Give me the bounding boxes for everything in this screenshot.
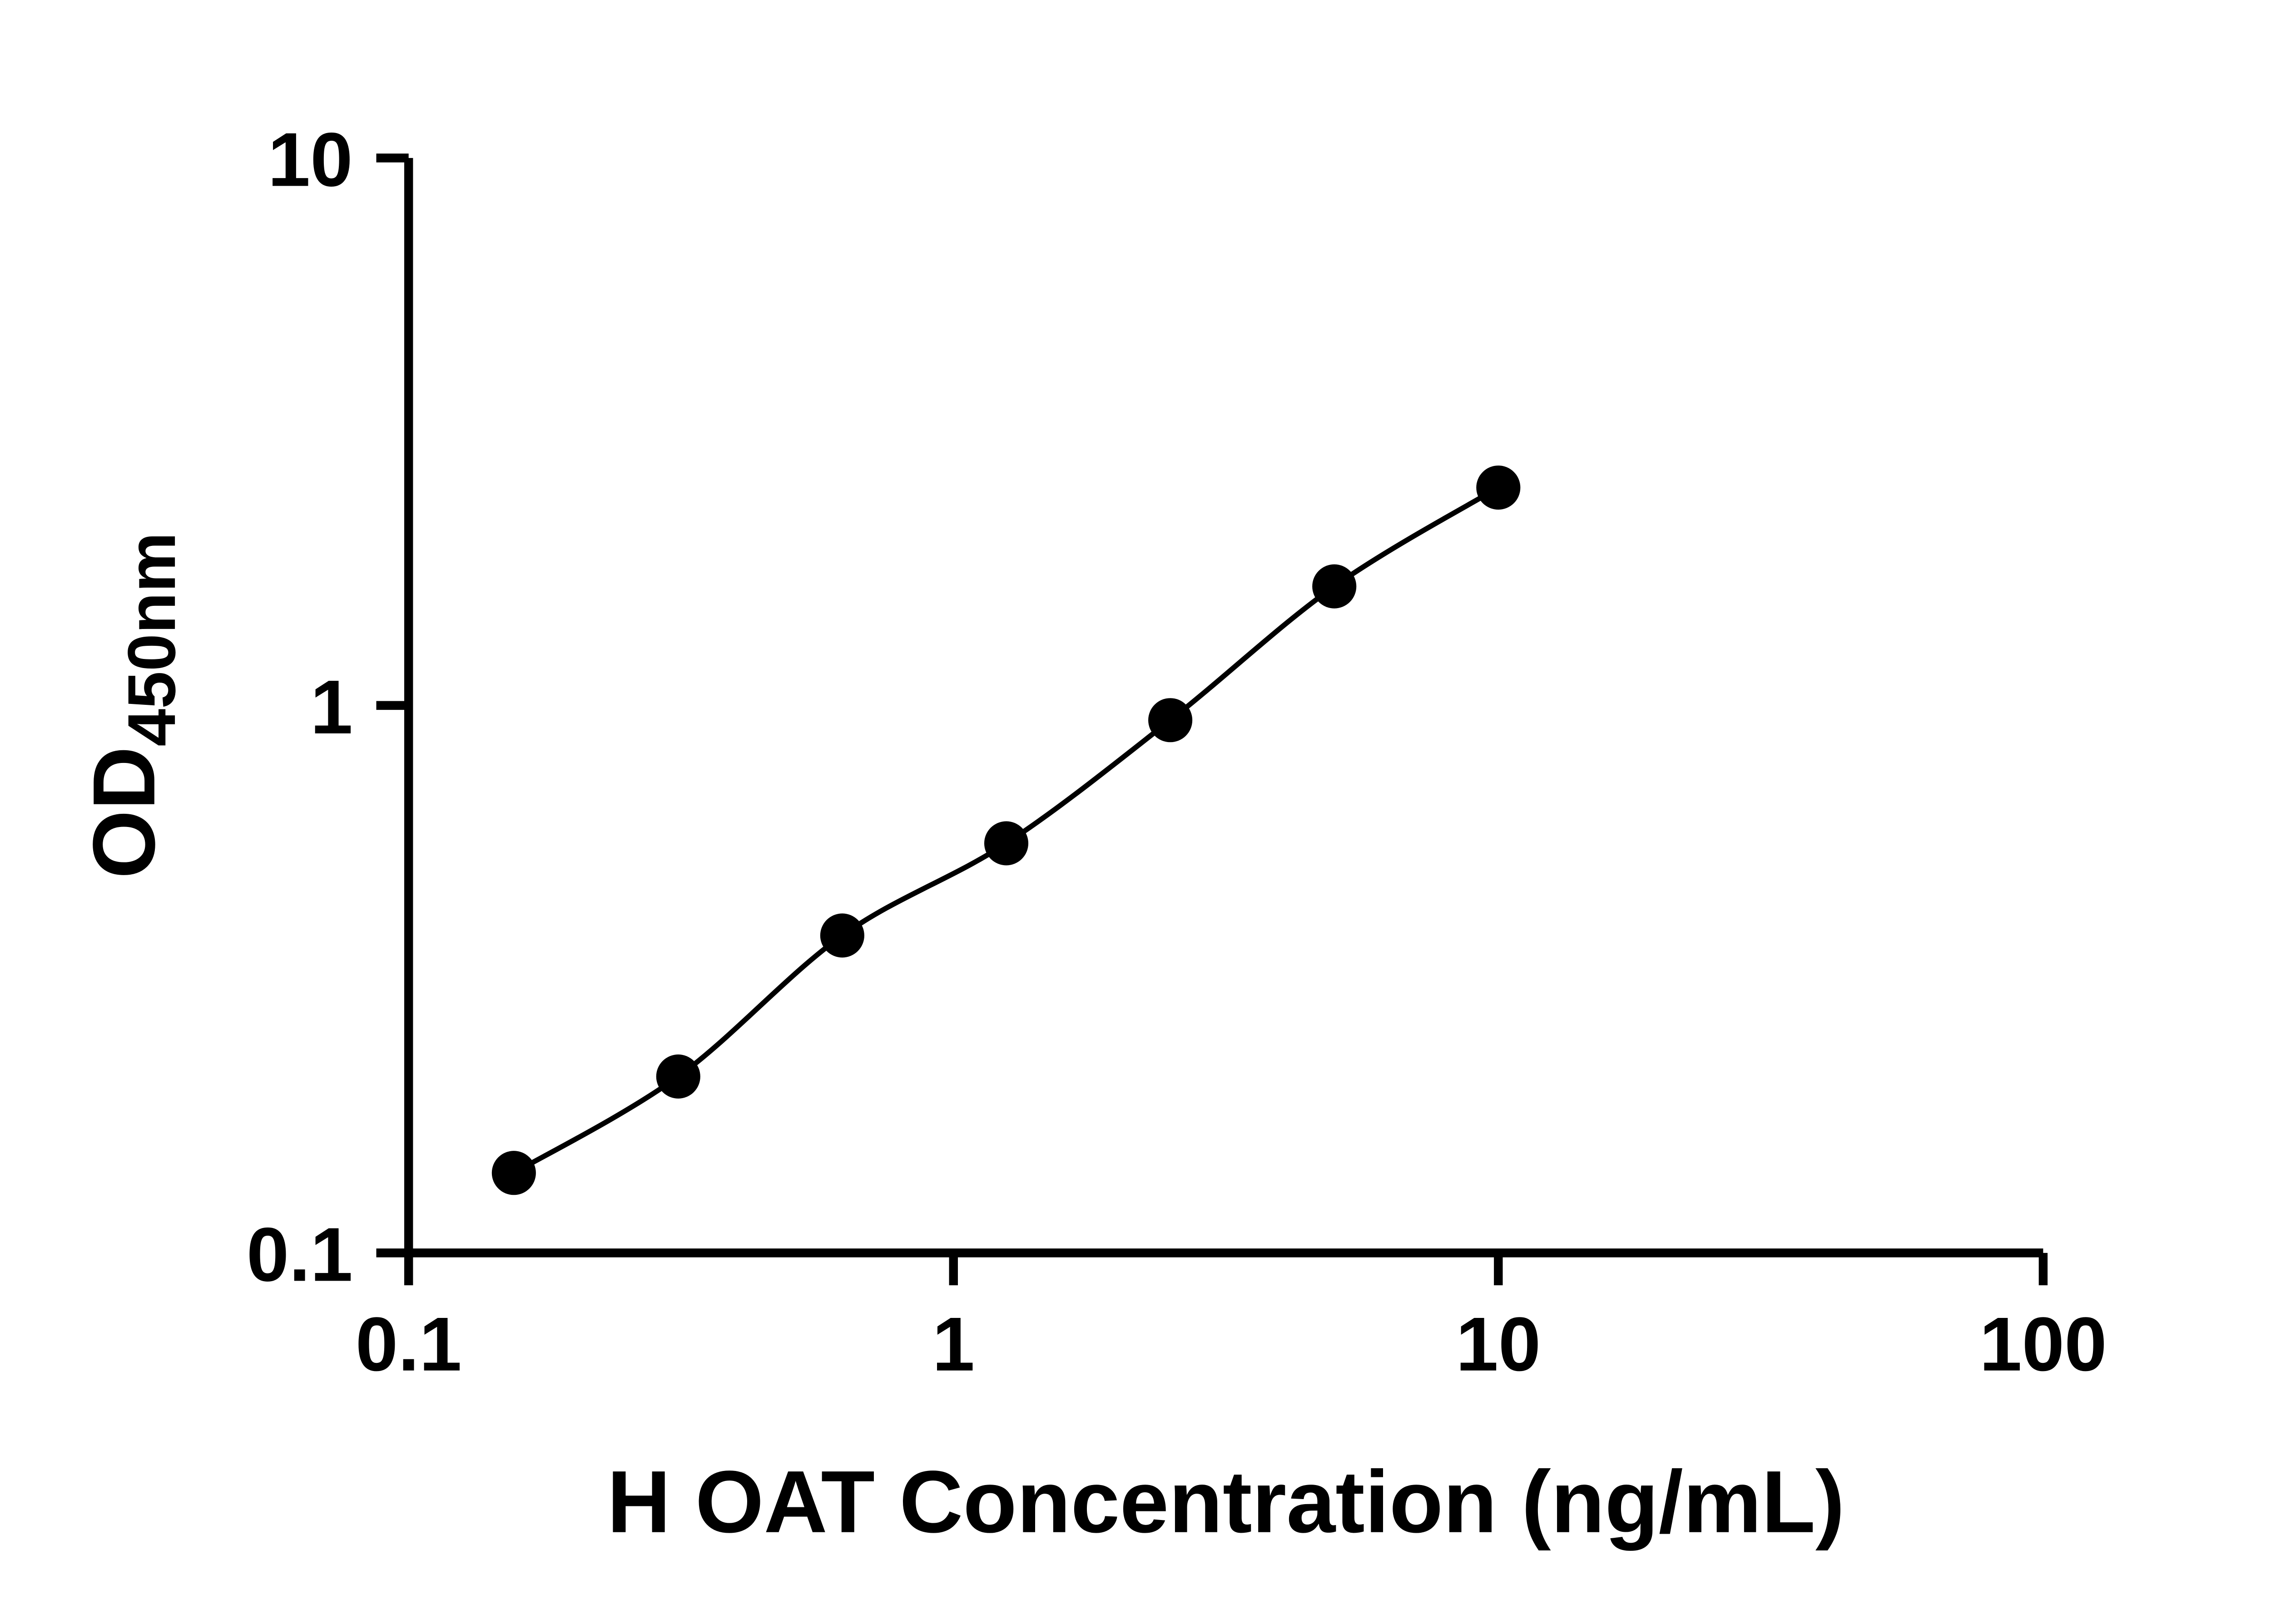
y-axis-title-main: OD — [75, 747, 174, 879]
data-point — [1148, 698, 1193, 743]
data-point — [820, 913, 864, 958]
y-axis-title: OD450nm — [75, 532, 189, 879]
y-axis-title-subscript: 450nm — [114, 532, 189, 747]
data-point — [491, 1151, 536, 1195]
y-axis-tick-label: 10 — [268, 117, 353, 202]
x-axis-title: H OAT Concentration (ng/mL) — [607, 1453, 1845, 1551]
data-point — [984, 821, 1029, 866]
x-axis-tick-label: 0.1 — [356, 1302, 462, 1387]
x-axis-tick-label: 1 — [932, 1302, 975, 1387]
x-axis-tick-label: 10 — [1456, 1302, 1541, 1387]
data-point — [1312, 564, 1357, 609]
y-axis-tick-label: 0.1 — [247, 1212, 353, 1297]
y-axis-tick-label: 1 — [310, 664, 353, 750]
data-point — [1476, 465, 1521, 510]
axes-frame — [404, 158, 2043, 1258]
x-axis-tick-label: 100 — [1979, 1302, 2107, 1387]
data-point — [656, 1054, 700, 1099]
